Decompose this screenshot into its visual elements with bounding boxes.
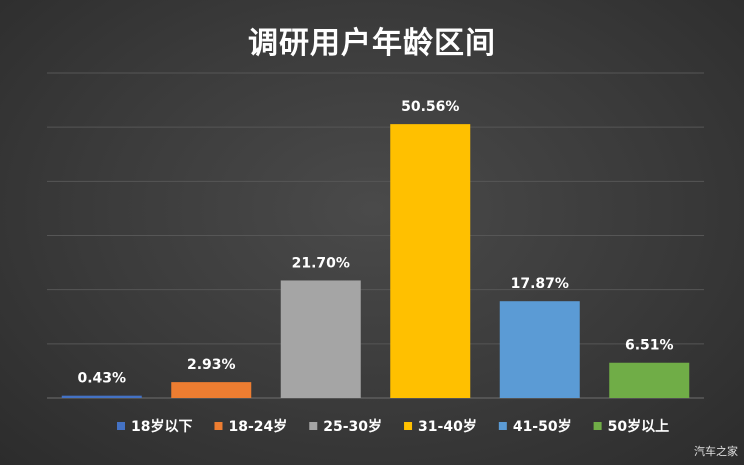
bar: [390, 124, 471, 398]
legend-label: 18-24岁: [228, 418, 287, 435]
bar: [280, 280, 361, 398]
data-label: 17.87%: [511, 276, 569, 292]
data-label: 50.56%: [401, 99, 459, 115]
chart-title: 调研用户年龄区间: [248, 26, 496, 61]
watermark: 汽车之家: [694, 445, 738, 458]
legend-label: 50岁以上: [608, 418, 669, 435]
bar: [171, 382, 252, 398]
legend-swatch: [214, 422, 223, 430]
legend-swatch: [404, 422, 413, 430]
legend-swatch: [498, 422, 507, 430]
data-label: 2.93%: [187, 357, 236, 373]
legend-swatch: [309, 422, 318, 430]
data-label: 21.70%: [292, 255, 350, 271]
legend-label: 18岁以下: [131, 418, 192, 435]
data-label: 0.43%: [77, 371, 126, 387]
data-label: 6.51%: [625, 338, 674, 354]
legend-label: 41-50岁: [513, 418, 572, 435]
bar: [499, 301, 580, 398]
bar: [609, 362, 690, 398]
legend-label: 25-30岁: [323, 418, 382, 435]
legend-label: 31-40岁: [418, 418, 477, 435]
legend-swatch: [117, 422, 125, 430]
bar: [61, 395, 142, 398]
legend-swatch: [593, 422, 602, 430]
